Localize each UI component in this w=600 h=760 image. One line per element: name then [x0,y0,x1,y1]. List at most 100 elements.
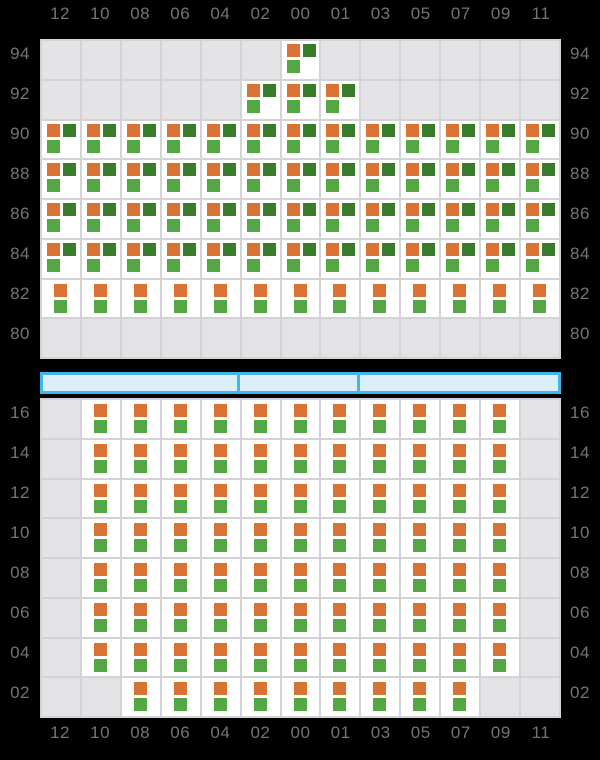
data-cell[interactable] [161,519,200,557]
data-cell[interactable] [481,638,520,677]
data-cell[interactable] [481,559,520,597]
data-cell[interactable] [441,479,480,518]
data-cell[interactable] [241,200,280,238]
data-cell[interactable] [401,678,440,716]
data-cell[interactable] [241,638,280,677]
data-cell[interactable] [241,400,280,438]
data-cell[interactable] [401,200,440,238]
data-cell[interactable] [481,479,520,518]
data-cell[interactable] [481,279,520,318]
data-cell[interactable] [361,239,400,278]
data-cell[interactable] [321,120,360,159]
data-cell[interactable] [121,200,160,238]
data-cell[interactable] [161,239,200,278]
data-cell[interactable] [81,598,120,637]
data-cell[interactable] [121,160,160,198]
data-cell[interactable] [201,120,240,159]
data-cell[interactable] [521,120,559,159]
data-cell[interactable] [441,678,480,716]
data-cell[interactable] [361,200,400,238]
data-cell[interactable] [321,80,360,119]
data-cell[interactable] [361,400,400,438]
data-cell[interactable] [81,120,120,159]
data-cell[interactable] [201,479,240,518]
data-cell[interactable] [81,239,120,278]
data-cell[interactable] [441,239,480,278]
data-cell[interactable] [401,479,440,518]
data-cell[interactable] [321,638,360,677]
data-cell[interactable] [441,519,480,557]
data-cell[interactable] [401,160,440,198]
data-cell[interactable] [161,598,200,637]
data-cell[interactable] [281,678,320,716]
data-cell[interactable] [42,120,80,159]
data-cell[interactable] [241,559,280,597]
data-cell[interactable] [361,439,400,478]
data-cell[interactable] [121,400,160,438]
data-cell[interactable] [201,598,240,637]
data-cell[interactable] [441,559,480,597]
data-cell[interactable] [241,479,280,518]
data-cell[interactable] [241,239,280,278]
data-cell[interactable] [321,559,360,597]
data-cell[interactable] [321,598,360,637]
data-cell[interactable] [241,80,280,119]
data-cell[interactable] [81,638,120,677]
data-cell[interactable] [42,239,80,278]
data-cell[interactable] [161,439,200,478]
data-cell[interactable] [81,479,120,518]
range-slider[interactable] [40,372,561,394]
data-cell[interactable] [281,41,320,79]
data-cell[interactable] [281,239,320,278]
data-cell[interactable] [441,120,480,159]
data-cell[interactable] [201,678,240,716]
data-cell[interactable] [361,559,400,597]
data-cell[interactable] [201,200,240,238]
data-cell[interactable] [401,598,440,637]
data-cell[interactable] [321,519,360,557]
data-cell[interactable] [401,439,440,478]
data-cell[interactable] [161,279,200,318]
data-cell[interactable] [321,439,360,478]
data-cell[interactable] [321,678,360,716]
data-cell[interactable] [241,439,280,478]
data-cell[interactable] [481,400,520,438]
data-cell[interactable] [121,279,160,318]
data-cell[interactable] [201,160,240,198]
data-cell[interactable] [281,80,320,119]
data-cell[interactable] [321,400,360,438]
data-cell[interactable] [321,160,360,198]
data-cell[interactable] [161,678,200,716]
data-cell[interactable] [121,598,160,637]
data-cell[interactable] [361,678,400,716]
data-cell[interactable] [201,559,240,597]
data-cell[interactable] [201,439,240,478]
data-cell[interactable] [81,439,120,478]
data-cell[interactable] [441,279,480,318]
data-cell[interactable] [521,239,559,278]
data-cell[interactable] [281,559,320,597]
data-cell[interactable] [121,519,160,557]
data-cell[interactable] [441,200,480,238]
data-cell[interactable] [42,200,80,238]
data-cell[interactable] [361,160,400,198]
data-cell[interactable] [241,120,280,159]
data-cell[interactable] [81,279,120,318]
data-cell[interactable] [201,400,240,438]
data-cell[interactable] [121,559,160,597]
data-cell[interactable] [281,638,320,677]
data-cell[interactable] [481,239,520,278]
data-cell[interactable] [401,638,440,677]
data-cell[interactable] [281,519,320,557]
data-cell[interactable] [361,638,400,677]
data-cell[interactable] [401,239,440,278]
data-cell[interactable] [481,519,520,557]
data-cell[interactable] [201,279,240,318]
data-cell[interactable] [441,400,480,438]
data-cell[interactable] [161,120,200,159]
data-cell[interactable] [521,160,559,198]
data-cell[interactable] [281,200,320,238]
data-cell[interactable] [81,160,120,198]
data-cell[interactable] [401,519,440,557]
data-cell[interactable] [281,120,320,159]
